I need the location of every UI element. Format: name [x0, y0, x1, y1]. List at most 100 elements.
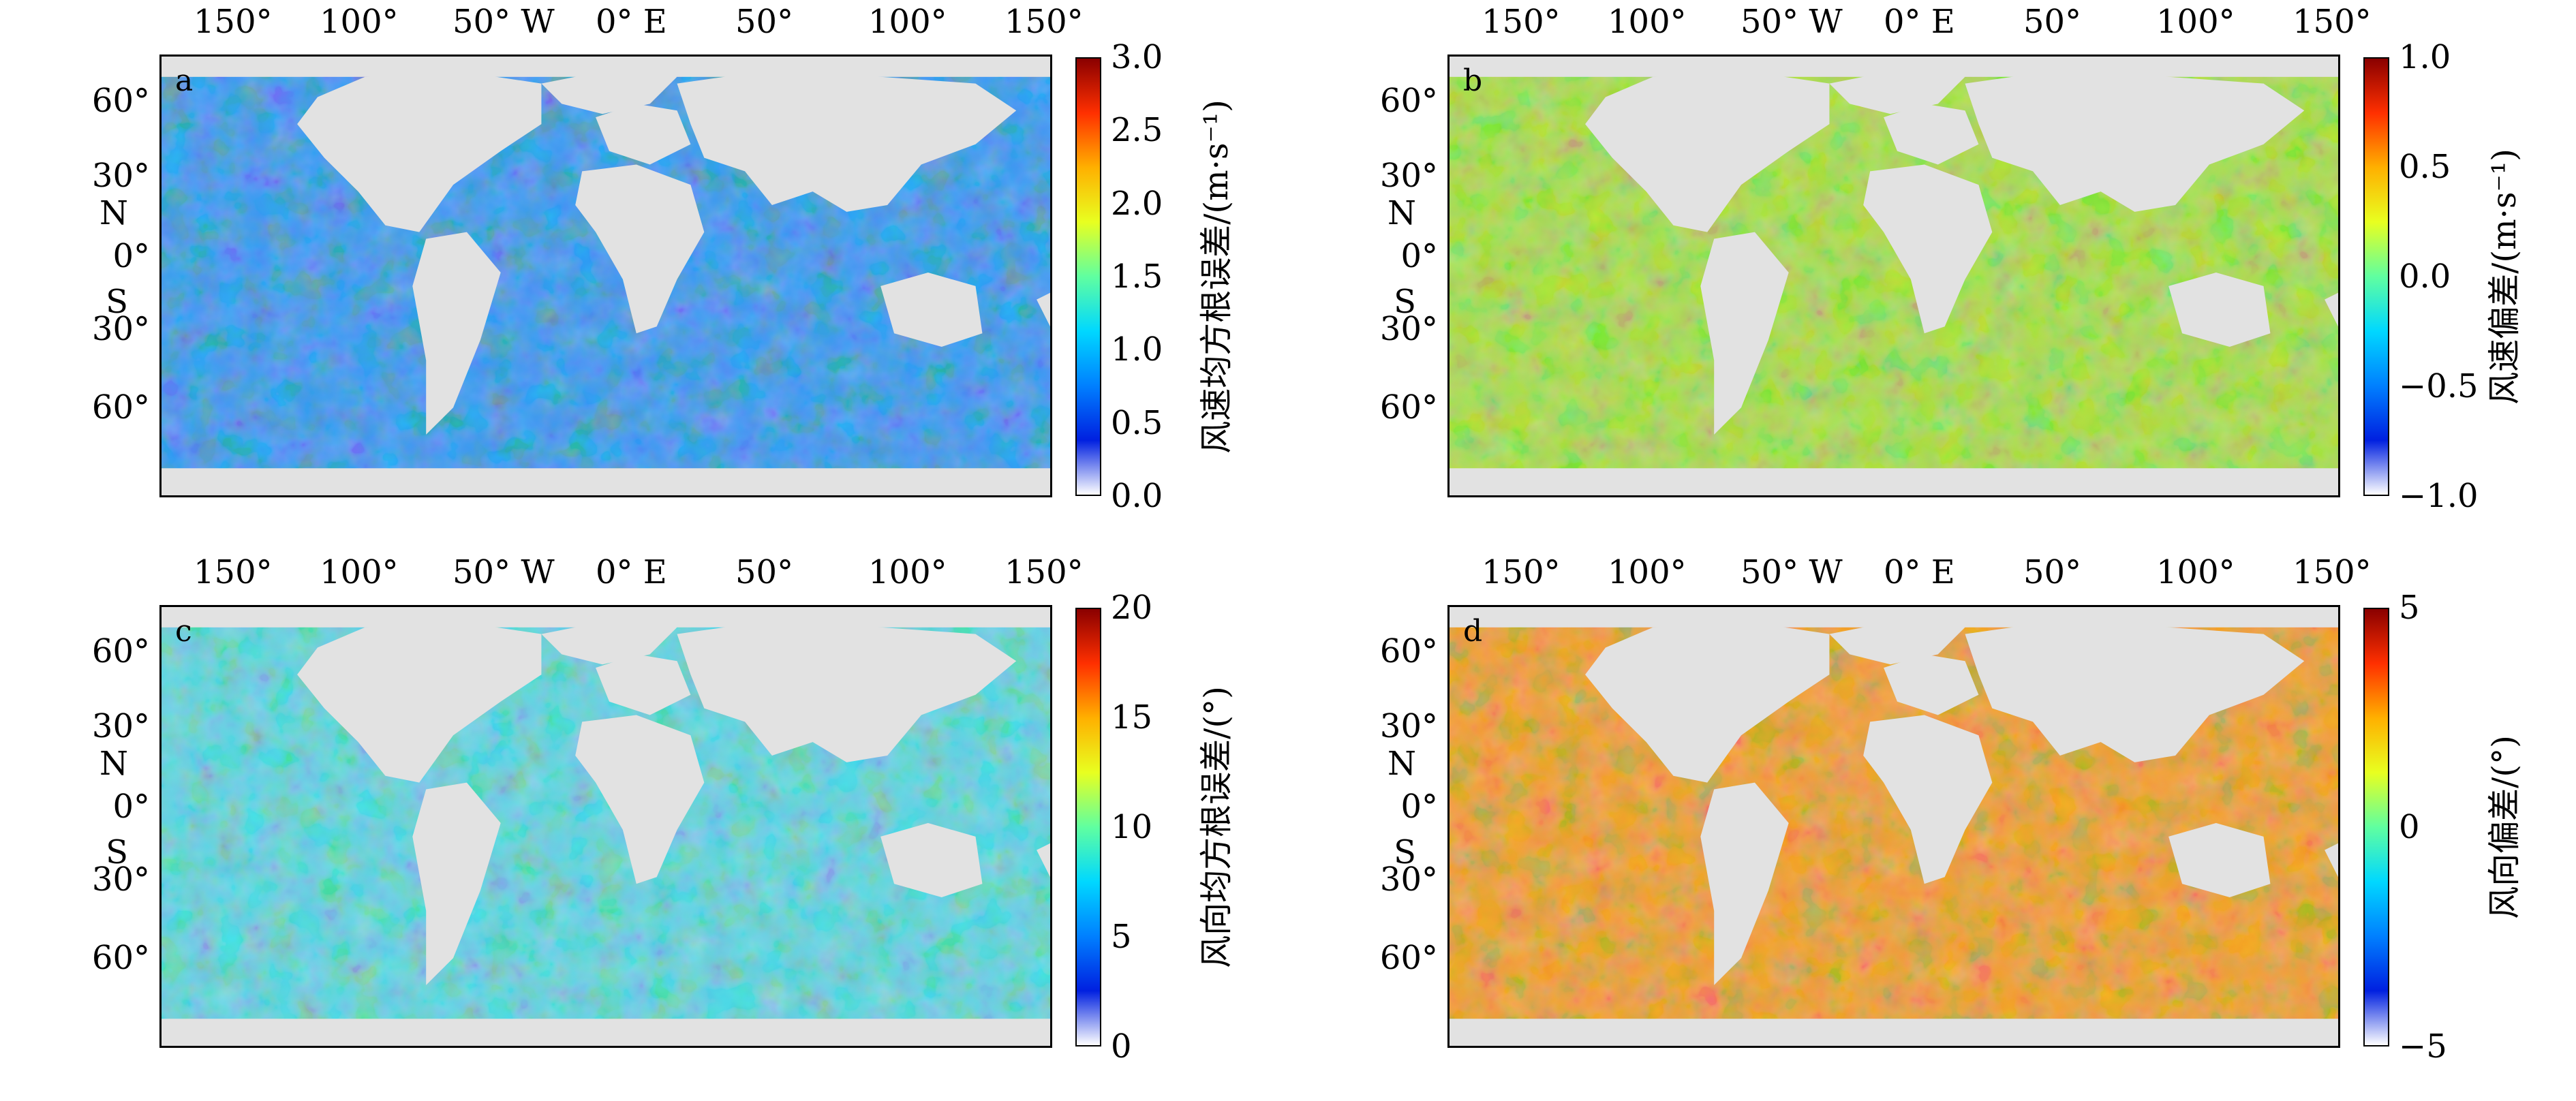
latitude-tick-label: 60°	[91, 632, 150, 670]
latitude-tick-label: 30°	[91, 860, 150, 899]
continent-shape	[2325, 843, 2338, 878]
latitude-tick-label: 30°	[1379, 310, 1438, 348]
world-map: c	[159, 605, 1052, 1048]
continent-shape	[2168, 823, 2271, 898]
latitude-axis: 60° 30° 0° 30° 60° N S	[0, 605, 155, 1048]
map-field-svg	[1450, 57, 2338, 495]
latitude-tick-label: 0°	[1400, 788, 1438, 826]
colorbar-ticks: 3.0 2.5 2.0 1.5 1.0 0.5 0.0	[1111, 38, 1193, 515]
colorbar	[2363, 57, 2389, 496]
longitude-tick-label: 0° E	[596, 3, 667, 41]
longitude-tick-label: 100°	[2156, 553, 2235, 591]
longitude-tick-label: 150°	[1005, 3, 1084, 41]
colorbar-tick-label: 15	[1111, 698, 1153, 736]
latitude-tick-label: 30°	[1379, 860, 1438, 899]
longitude-tick-label: 50° W	[1741, 553, 1843, 591]
colorbar-tick-label: 0.5	[2399, 148, 2451, 186]
continent-shape	[541, 69, 677, 114]
longitude-tick-label: 100°	[868, 3, 947, 41]
colorbar-tick-label: 0	[2399, 808, 2420, 846]
longitude-tick-label: 50°	[735, 3, 794, 41]
longitude-tick-label: 100°	[1608, 553, 1687, 591]
continent-shape	[541, 620, 677, 665]
map-panel-c: 150° 100° 50° W 0° E 50° 100° 150° 60° 30° 0° 30°…	[0, 550, 1288, 1101]
latitude-tick-label: 60°	[91, 939, 150, 977]
continent-shape	[575, 715, 705, 884]
continent-shape	[1829, 620, 1965, 665]
continent-shape	[1037, 843, 1050, 878]
colorbar-tick-label: 5	[2399, 589, 2420, 627]
colorbar-label: 风向偏差/(°)	[2485, 735, 2524, 919]
continent-shape	[1037, 292, 1050, 327]
colorbar-tick-label: 2.0	[1111, 184, 1163, 223]
colorbar-tick-label: 0	[1111, 1027, 1132, 1066]
longitude-tick-label: 150°	[1482, 3, 1561, 41]
panel-letter: d	[1463, 614, 1483, 649]
latitude-axis: 60° 30° 0° 30° 60° N S	[1288, 55, 1443, 497]
longitude-axis: 150° 100° 50° W 0° E 50° 100° 150°	[1447, 550, 2372, 598]
continent-shape	[1585, 73, 1830, 232]
colorbar-label: 风速均方根误差/(m·s⁻¹)	[1197, 99, 1236, 454]
longitude-tick-label: 100°	[1608, 3, 1687, 41]
continent-shape	[575, 164, 705, 334]
hemisphere-north-label: N	[99, 194, 128, 232]
colorbar-label: 风向均方根误差/(°)	[1197, 686, 1236, 968]
colorbar-tick-label: 2.5	[1111, 111, 1163, 150]
hemisphere-south-label: S	[1394, 833, 1416, 871]
longitude-tick-label: 50° W	[453, 3, 555, 41]
longitude-tick-label: 50°	[735, 553, 794, 591]
hemisphere-south-label: S	[106, 283, 128, 321]
panel-letter: b	[1463, 63, 1483, 98]
longitude-tick-label: 100°	[320, 3, 399, 41]
colorbar-tick-label: 0.0	[1111, 477, 1163, 515]
continent-shape	[1884, 104, 1979, 165]
latitude-tick-label: 30°	[1379, 157, 1438, 195]
world-map: b	[1447, 55, 2340, 497]
continent-shape	[1450, 468, 2338, 495]
continent-shape	[1700, 232, 1789, 435]
longitude-axis: 150° 100° 50° W 0° E 50° 100° 150°	[159, 0, 1084, 48]
continent-shape	[880, 273, 983, 347]
continent-shape	[677, 69, 1017, 212]
longitude-axis: 150° 100° 50° W 0° E 50° 100° 150°	[1447, 0, 2372, 48]
colorbar-tick-label: 1.0	[2399, 38, 2451, 76]
longitude-tick-label: 100°	[320, 553, 399, 591]
longitude-tick-label: 50°	[2023, 3, 2082, 41]
colorbar	[1075, 608, 1101, 1046]
hemisphere-north-label: N	[1387, 194, 1416, 232]
colorbar	[2363, 608, 2389, 1046]
continent-shape	[1863, 715, 1993, 884]
colorbar-ticks: 1.0 0.5 0.0 −0.5 −1.0	[2399, 38, 2481, 515]
longitude-tick-label: 150°	[1482, 553, 1561, 591]
continent-shape	[677, 620, 1017, 762]
hemisphere-north-label: N	[99, 745, 128, 783]
continent-shape	[2168, 273, 2271, 347]
latitude-tick-label: 0°	[112, 788, 150, 826]
map-panel-d: 150° 100° 50° W 0° E 50° 100° 150° 60° 30° 0° 30°…	[1288, 550, 2576, 1101]
hemisphere-south-label: S	[1394, 283, 1416, 321]
latitude-axis: 60° 30° 0° 30° 60° N S	[1288, 605, 1443, 1048]
panel-letter: c	[175, 614, 192, 649]
colorbar-tick-label: 5	[1111, 918, 1132, 956]
latitude-tick-label: 30°	[91, 157, 150, 195]
colorbar-tick-label: 10	[1111, 808, 1153, 846]
longitude-tick-label: 150°	[2293, 3, 2372, 41]
continent-shape	[412, 232, 501, 435]
world-map: a	[159, 55, 1052, 497]
latitude-axis: 60° 30° 0° 30° 60° N S	[0, 55, 155, 497]
longitude-axis: 150° 100° 50° W 0° E 50° 100° 150°	[159, 550, 1084, 598]
latitude-tick-label: 60°	[1379, 939, 1438, 977]
latitude-tick-label: 30°	[91, 310, 150, 348]
latitude-tick-label: 0°	[1400, 237, 1438, 275]
longitude-tick-label: 0° E	[596, 553, 667, 591]
latitude-tick-label: 60°	[91, 82, 150, 120]
continent-shape	[1829, 69, 1965, 114]
colorbar-tick-label: 0.5	[1111, 403, 1163, 442]
longitude-tick-label: 150°	[194, 553, 273, 591]
longitude-tick-label: 50° W	[453, 553, 555, 591]
colorbar-tick-label: 20	[1111, 589, 1153, 627]
continent-shape	[1450, 1019, 2338, 1046]
panel-letter: a	[175, 63, 194, 98]
map-field-svg	[162, 607, 1050, 1046]
map-panel-b: 150° 100° 50° W 0° E 50° 100° 150° 60° 30° 0° 30°…	[1288, 0, 2576, 550]
